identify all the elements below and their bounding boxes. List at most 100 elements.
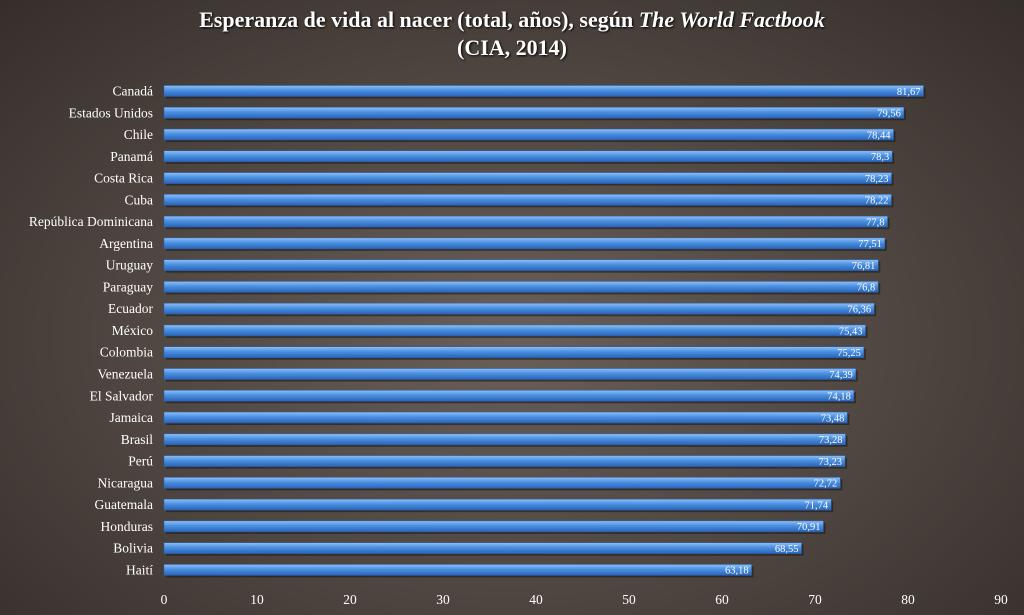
value-label: 77,8 [866, 217, 884, 228]
category-label: Jamaica [110, 410, 153, 425]
bar-row: Jamaica 73,48 [110, 410, 850, 426]
x-tick-label: 60 [715, 592, 729, 607]
x-tick-label: 0 [161, 592, 168, 607]
value-label: 81,67 [897, 87, 921, 98]
category-label: Honduras [101, 519, 154, 534]
bar [163, 150, 893, 163]
category-label: Chile [124, 127, 153, 142]
bar-row: Chile 78,44 [124, 127, 896, 143]
chart-title-line1: Esperanza de vida al nacer (total, años)… [0, 6, 1024, 34]
category-label: Perú [128, 454, 153, 469]
category-label: Argentina [99, 236, 153, 251]
category-label: República Dominicana [29, 214, 153, 229]
bar-row: Paraguay 76,8 [103, 279, 881, 295]
bar-row: Honduras 70,91 [101, 519, 826, 534]
category-label: El Salvador [90, 388, 154, 403]
bar [163, 259, 879, 271]
category-label: Colombia [100, 345, 153, 360]
value-label: 78,23 [865, 174, 889, 185]
chart-title-italic: The World Factbook [638, 7, 825, 32]
bar-row: Brasil 73,28 [121, 432, 848, 447]
value-label: 78,3 [871, 152, 889, 163]
bar-row: Nicaragua 72,72 [98, 475, 843, 491]
value-label: 78,44 [867, 130, 891, 141]
bars-layer: Canadá 81,67 Estados Unidos 79,56 Chile 78,44… [29, 84, 926, 578]
value-label: 76,36 [848, 305, 872, 316]
value-label: 77,51 [858, 239, 882, 250]
x-tick-label: 30 [436, 592, 450, 607]
category-label: Uruguay [106, 258, 153, 273]
bar-row: El Salvador 74,18 [90, 388, 856, 404]
bar-row: Colombia 75,25 [100, 345, 866, 360]
category-label: Venezuela [98, 367, 153, 382]
bar [163, 85, 924, 97]
bar-row: Haití 63,18 [126, 562, 754, 578]
category-label: Haití [126, 562, 153, 577]
bar [163, 433, 846, 446]
chart-title-line2: (CIA, 2014) [457, 35, 567, 60]
category-label: Canadá [113, 84, 153, 99]
value-label: 79,56 [877, 109, 901, 120]
category-label: Estados Unidos [69, 105, 153, 120]
value-label: 72,72 [814, 479, 838, 490]
value-label: 73,28 [819, 435, 843, 446]
category-label: Costa Rica [94, 171, 153, 186]
bar [163, 128, 894, 141]
category-label: Brasil [121, 432, 153, 447]
category-label: Bolivia [113, 541, 153, 556]
x-tick-label: 70 [808, 592, 822, 607]
value-label: 63,18 [725, 566, 749, 577]
value-label: 74,18 [827, 392, 851, 403]
value-label: 76,8 [857, 283, 875, 294]
x-tick-label: 10 [250, 592, 264, 607]
bar-row: Bolivia 68,55 [113, 541, 804, 556]
x-axis: 0 10 20 30 40 50 60 70 80 90 [161, 592, 1008, 607]
bar-row: Panamá 78,3 [110, 149, 895, 164]
bar [163, 194, 892, 206]
value-label: 68,55 [775, 544, 799, 555]
category-label: Paraguay [103, 279, 153, 294]
value-label: 70,91 [797, 522, 821, 533]
value-label: 75,43 [839, 326, 863, 337]
value-label: 73,23 [818, 457, 842, 468]
bar-row: Ecuador 76,36 [108, 301, 877, 317]
category-label: México [112, 323, 153, 338]
bar-row: República Dominicana 77,8 [29, 214, 890, 230]
bar [163, 215, 888, 228]
chart-title: Esperanza de vida al nacer (total, años)… [0, 6, 1024, 62]
bar [163, 368, 857, 380]
bar [163, 564, 752, 576]
value-label: 75,25 [837, 348, 861, 359]
bar [163, 324, 866, 337]
x-tick-label: 50 [622, 592, 636, 607]
bar-row: Canadá 81,67 [113, 84, 926, 99]
bar-row: Costa Rica 78,23 [94, 171, 894, 186]
bar [163, 302, 875, 315]
category-label: Nicaragua [98, 475, 153, 490]
value-label: 76,81 [852, 261, 876, 272]
bar [163, 281, 879, 293]
bar-row: Argentina 77,51 [99, 236, 887, 251]
bar-row: Uruguay 76,81 [106, 258, 881, 273]
bar [163, 411, 848, 424]
bar [163, 172, 892, 184]
bar-row: Estados Unidos 79,56 [69, 105, 906, 121]
bar [163, 237, 886, 250]
bar [163, 520, 824, 533]
bar [163, 477, 841, 489]
bar-row: México 75,43 [112, 323, 868, 338]
x-tick-label: 40 [529, 592, 543, 607]
bar-row: Guatemala 71,74 [95, 497, 834, 513]
bar [163, 390, 855, 402]
category-label: Panamá [110, 149, 153, 164]
bar-row: Perú 73,23 [128, 454, 848, 469]
value-label: 78,22 [865, 196, 889, 207]
bar [163, 455, 846, 467]
value-label: 74,39 [829, 370, 853, 381]
bar [163, 346, 865, 358]
chart-title-main: Esperanza de vida al nacer (total, años)… [199, 7, 639, 32]
x-tick-label: 90 [994, 592, 1008, 607]
value-label: 73,48 [821, 413, 845, 424]
bar [163, 107, 905, 119]
